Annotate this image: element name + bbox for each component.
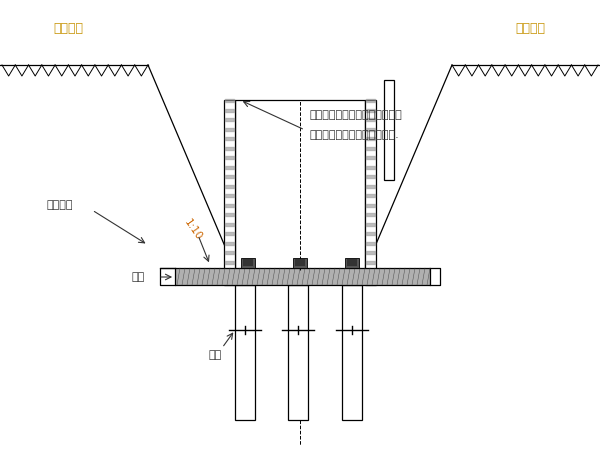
Bar: [342, 285, 362, 420]
Text: 采用铁丝相连，加强其整体性.: 采用铁丝相连，加强其整体性.: [310, 130, 400, 140]
Bar: [224, 100, 235, 285]
Text: 开挖边线: 开挖边线: [53, 22, 83, 35]
Text: 基坑边束: 基坑边束: [47, 200, 73, 210]
Text: 1:10: 1:10: [182, 217, 204, 243]
Bar: [295, 259, 305, 266]
Text: 木板: 木板: [131, 272, 145, 282]
Bar: [241, 258, 255, 268]
Bar: [235, 285, 255, 420]
Bar: [175, 268, 430, 285]
Bar: [365, 100, 376, 285]
Bar: [235, 100, 365, 270]
Bar: [293, 258, 307, 268]
Bar: [384, 80, 394, 180]
Bar: [288, 285, 308, 420]
Text: 木桩: 木桩: [208, 350, 221, 360]
Text: 开挖边线: 开挖边线: [515, 22, 545, 35]
Bar: [243, 259, 253, 266]
Bar: [345, 258, 359, 268]
Bar: [347, 259, 357, 266]
Text: 根据现场实际情况，木桩之间可: 根据现场实际情况，木桩之间可: [310, 110, 403, 120]
